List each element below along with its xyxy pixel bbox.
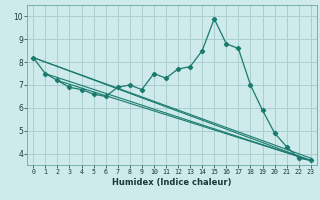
X-axis label: Humidex (Indice chaleur): Humidex (Indice chaleur) — [112, 178, 232, 187]
